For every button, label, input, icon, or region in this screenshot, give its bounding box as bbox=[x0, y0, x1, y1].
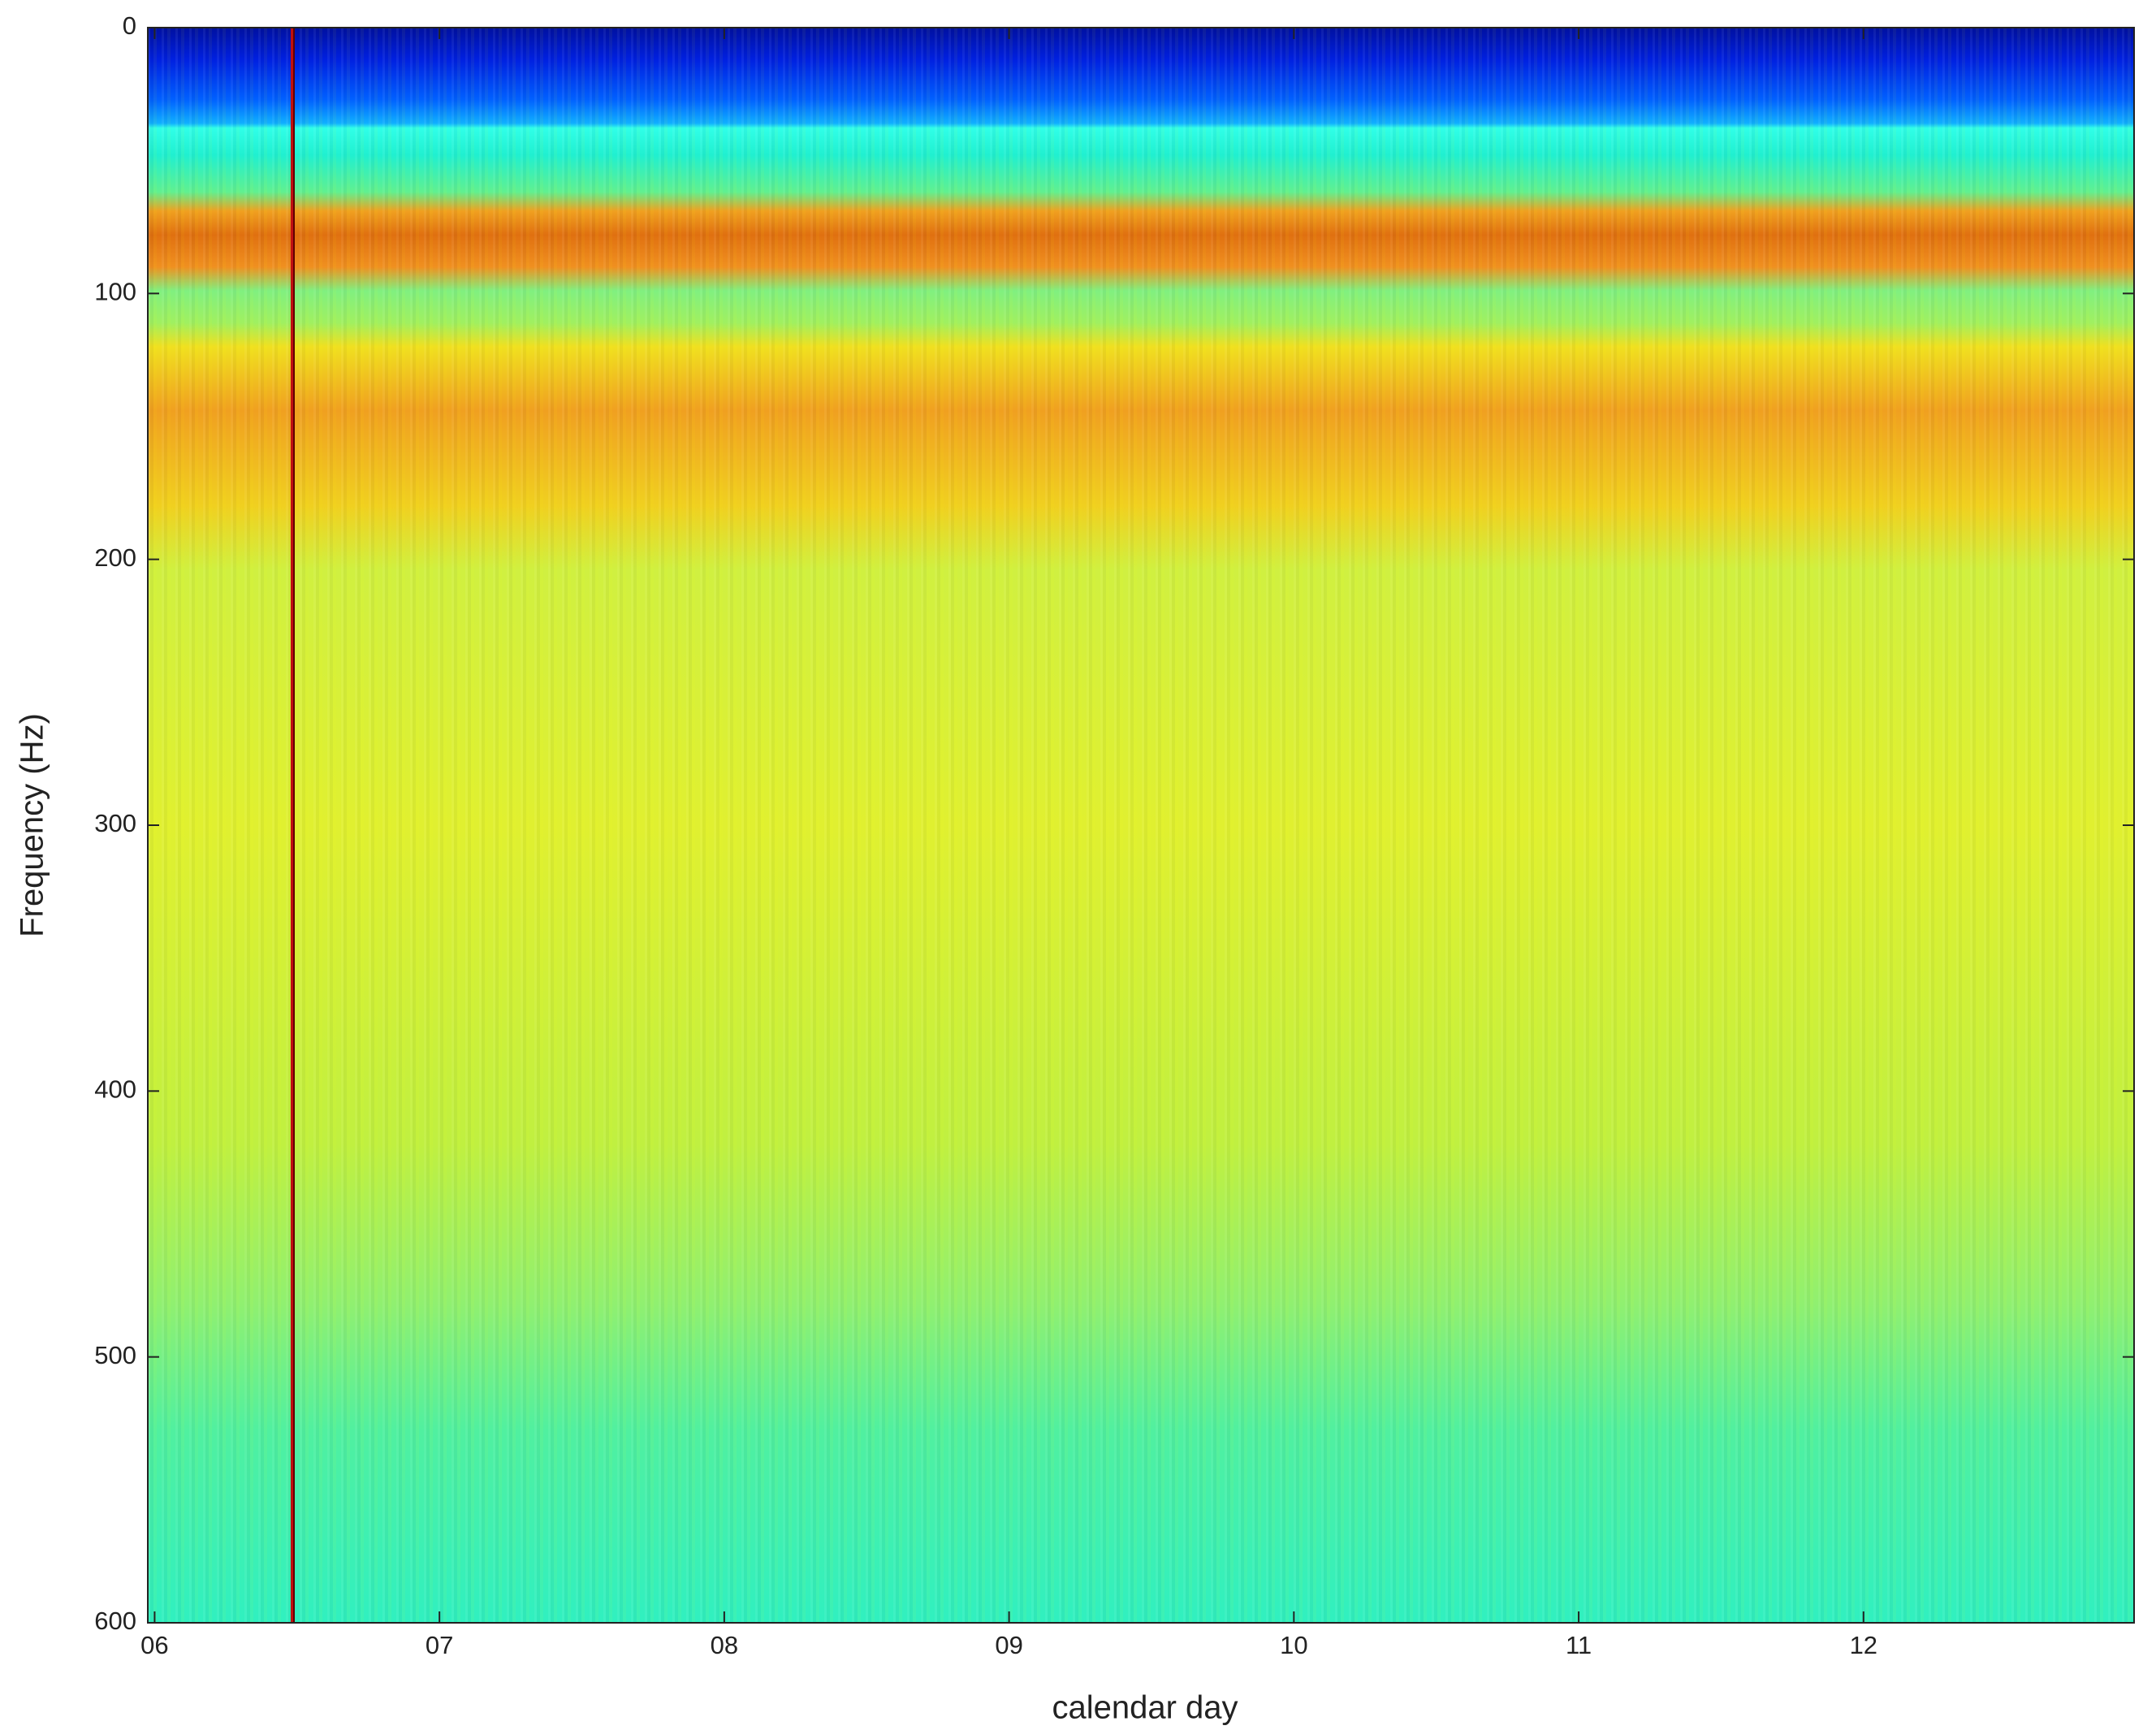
x-tick-label: 10 bbox=[1280, 1631, 1307, 1659]
spectrogram-image bbox=[148, 28, 2134, 1623]
x-tick-label: 09 bbox=[995, 1631, 1022, 1659]
y-tick-label: 500 bbox=[94, 1341, 136, 1369]
y-axis-label: Frequency (Hz) bbox=[15, 713, 50, 937]
y-tick-label: 400 bbox=[94, 1075, 136, 1104]
x-tick-label: 06 bbox=[140, 1631, 168, 1659]
y-tick-label: 100 bbox=[94, 278, 136, 306]
y-tick-label: 200 bbox=[94, 543, 136, 572]
y-tick-label: 600 bbox=[94, 1607, 136, 1635]
x-tick-label: 11 bbox=[1566, 1631, 1592, 1659]
x-tick-label: 12 bbox=[1850, 1631, 1877, 1659]
y-tick-label: 0 bbox=[123, 11, 136, 40]
x-tick-label: 08 bbox=[711, 1631, 738, 1659]
y-tick-label: 300 bbox=[94, 809, 136, 837]
x-tick-label: 07 bbox=[426, 1631, 453, 1659]
x-axis-label: calendar day bbox=[1052, 1690, 1238, 1726]
plot-frame bbox=[147, 27, 2135, 1624]
